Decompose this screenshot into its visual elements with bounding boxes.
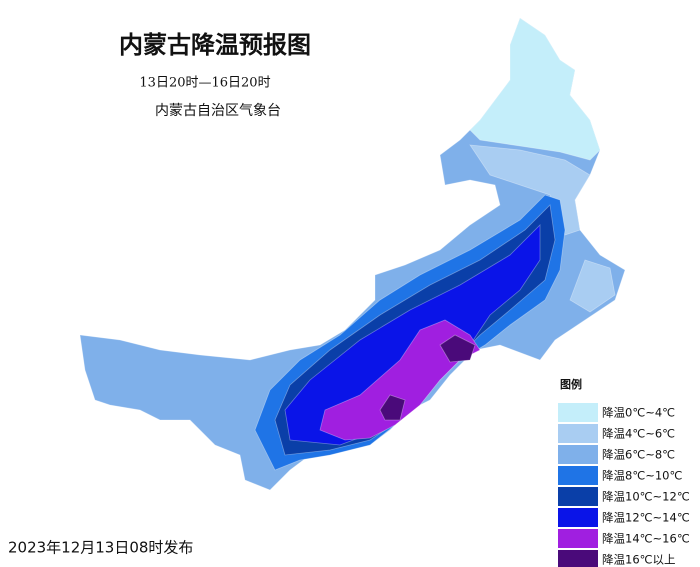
legend-swatch <box>558 487 598 506</box>
issuer: 内蒙古自治区气象台 <box>155 103 281 119</box>
legend-label: 降温0℃~4℃ <box>602 406 675 420</box>
legend-label: 降温6℃~8℃ <box>602 448 675 462</box>
issue-date: 2023年12月13日08时发布 <box>8 539 193 557</box>
legend-label: 降温10℃~12℃ <box>602 490 690 504</box>
forecast-period: 13日20时—16日20时 <box>139 76 270 91</box>
temp-zone <box>469 17 601 161</box>
legend-title: 图例 <box>560 377 582 391</box>
map <box>79 17 626 491</box>
legend-label: 降温12℃~14℃ <box>602 511 690 525</box>
map-title: 内蒙古降温预报图 <box>119 31 311 59</box>
legend-swatch <box>558 508 598 527</box>
temp-zone <box>569 259 616 313</box>
legend-label: 降温16℃以上 <box>602 553 676 567</box>
temp-zone <box>439 334 476 363</box>
temp-zone <box>379 394 406 421</box>
legend-swatch <box>558 445 598 464</box>
legend: 降温0℃~4℃ 降温4℃~6℃ 降温6℃~8℃ 降温8℃~10℃ 降温10℃~12℃ 降温… <box>558 403 690 567</box>
legend-label: 降温14℃~16℃ <box>602 532 690 546</box>
legend-swatch <box>558 424 598 443</box>
legend-swatch <box>558 466 598 485</box>
legend-swatch <box>558 550 598 567</box>
legend-label: 降温8℃~10℃ <box>602 469 683 483</box>
legend-swatch <box>558 529 598 548</box>
legend-swatch <box>558 403 598 422</box>
temp-zone <box>319 319 481 441</box>
legend-label: 降温4℃~6℃ <box>602 427 675 441</box>
